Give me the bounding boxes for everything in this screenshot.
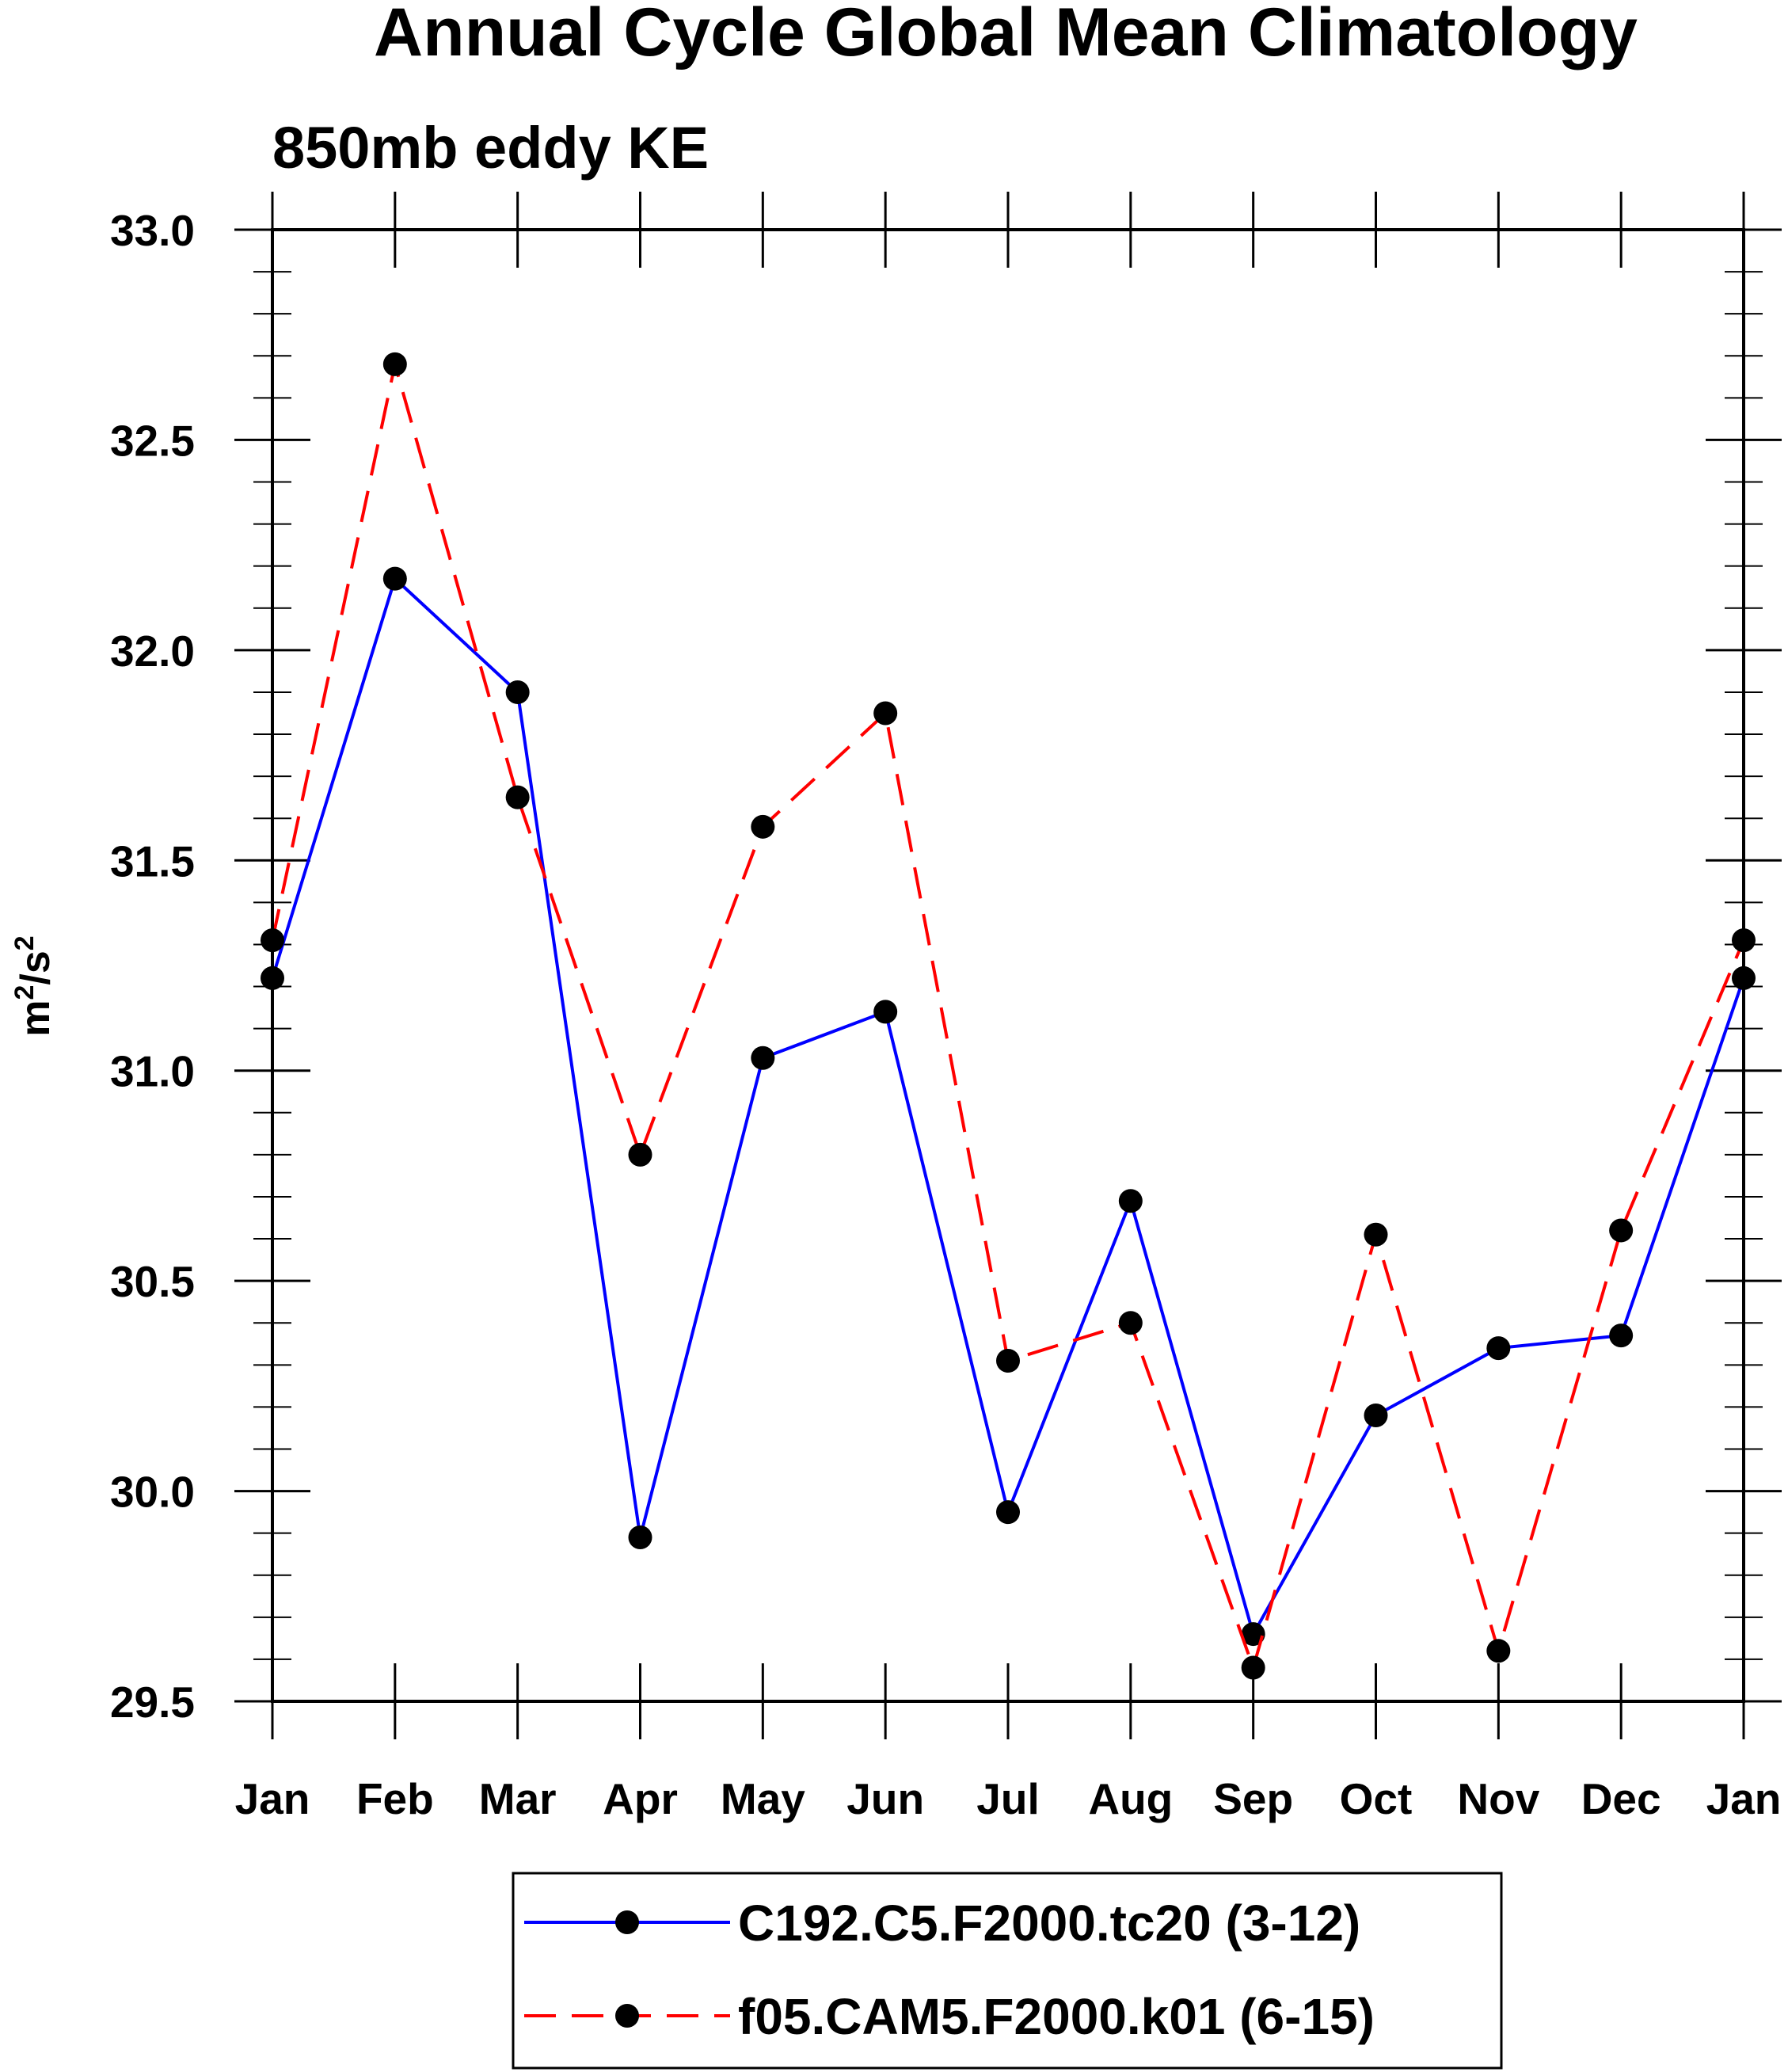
- legend-label: f05.CAM5.F2000.k01 (6-15): [738, 1988, 1375, 2045]
- data-point: [1118, 1189, 1143, 1213]
- y-tick-label: 30.0: [110, 1468, 195, 1517]
- data-point: [996, 1500, 1020, 1525]
- series-2: [261, 352, 1756, 1680]
- series-1: [261, 566, 1756, 1647]
- legend-item: C192.C5.F2000.tc20 (3-12): [524, 1895, 1360, 1952]
- x-tick-label: Jul: [976, 1774, 1039, 1823]
- data-point: [628, 1142, 652, 1167]
- data-point: [1364, 1222, 1388, 1247]
- data-point: [1118, 1311, 1143, 1335]
- x-tick-label: Jan: [235, 1774, 310, 1823]
- y-tick-label: 30.5: [110, 1257, 195, 1306]
- data-point: [1486, 1336, 1511, 1361]
- data-point: [1609, 1218, 1634, 1243]
- legend-label: C192.C5.F2000.tc20 (3-12): [738, 1895, 1360, 1952]
- y-tick-label: 32.0: [110, 627, 195, 676]
- x-tick-label: Sep: [1213, 1774, 1293, 1823]
- legend-items: C192.C5.F2000.tc20 (3-12) f05.CAM5.F2000.…: [524, 1895, 1375, 2045]
- data-point: [505, 785, 530, 809]
- y-axis-label-sup1: 2: [10, 985, 40, 1000]
- chart-subtitle: 850mb eddy KE: [272, 115, 709, 181]
- data-point: [873, 1000, 898, 1024]
- data-point: [505, 680, 530, 704]
- y-axis-label-base: m: [13, 1000, 59, 1036]
- y-tick-labels: 29.5 30.0 30.5 31.0 31.5 32.0 32.5 33.0: [110, 206, 195, 1727]
- x-tick-label: Nov: [1457, 1774, 1539, 1823]
- data-point: [1241, 1655, 1265, 1680]
- x-tick-label: Jan: [1706, 1774, 1782, 1823]
- y-tick-label: 32.5: [110, 416, 195, 465]
- x-tick-label: Jun: [846, 1774, 924, 1823]
- data-point: [751, 814, 775, 839]
- y-axis-label-sup2: 2: [10, 935, 40, 950]
- data-series: [261, 352, 1756, 1680]
- data-point: [1609, 1324, 1634, 1348]
- data-point: [628, 1525, 652, 1549]
- legend-marker: [615, 2004, 639, 2028]
- data-point: [996, 1349, 1020, 1373]
- plot-frame: [271, 228, 1745, 1703]
- x-tick-label: Feb: [356, 1774, 434, 1823]
- data-point: [873, 701, 898, 726]
- data-point: [1364, 1404, 1388, 1428]
- y-tick-label: 31.5: [110, 836, 195, 886]
- x-tick-label: Aug: [1088, 1774, 1173, 1823]
- data-point: [751, 1046, 775, 1070]
- x-tick-label: May: [721, 1774, 805, 1823]
- y-axis-label: m2/s2: [10, 935, 59, 1036]
- y-axis-label-mid: /s: [13, 950, 59, 985]
- data-point: [382, 352, 407, 376]
- legend-item: f05.CAM5.F2000.k01 (6-15): [524, 1988, 1375, 2045]
- data-point: [382, 566, 407, 591]
- legend-box: [512, 1872, 1503, 2070]
- y-tick-label: 29.5: [110, 1678, 195, 1727]
- x-tick-label: Dec: [1581, 1774, 1661, 1823]
- y-tick-label: 31.0: [110, 1047, 195, 1096]
- data-point: [1486, 1639, 1511, 1663]
- y-tick-label: 33.0: [110, 206, 195, 255]
- legend: C192.C5.F2000.tc20 (3-12) f05.CAM5.F2000.…: [512, 1872, 1503, 2070]
- x-tick-labels: Jan Feb Mar Apr May Jun Jul Aug Sep Oct Nov Dec Jan: [235, 1774, 1782, 1823]
- x-tick-label: Mar: [479, 1774, 557, 1823]
- x-tick-label: Oct: [1340, 1774, 1413, 1823]
- data-point: [1241, 1622, 1265, 1647]
- chart-title: Annual Cycle Global Mean Climatology: [374, 0, 1638, 70]
- legend-marker: [615, 1910, 639, 1934]
- x-tick-label: Apr: [603, 1774, 678, 1823]
